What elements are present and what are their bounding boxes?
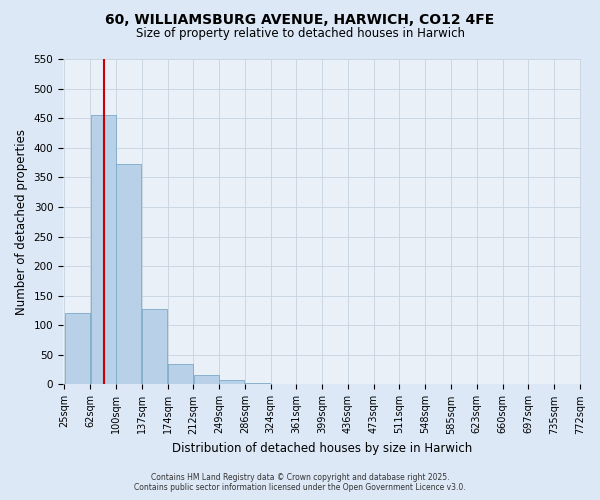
Bar xyxy=(142,308,167,384)
Bar xyxy=(65,314,90,384)
X-axis label: Distribution of detached houses by size in Harwich: Distribution of detached houses by size … xyxy=(172,442,472,455)
Text: Size of property relative to detached houses in Harwich: Size of property relative to detached ho… xyxy=(136,28,464,40)
Text: 60, WILLIAMSBURG AVENUE, HARWICH, CO12 4FE: 60, WILLIAMSBURG AVENUE, HARWICH, CO12 4… xyxy=(106,12,494,26)
Bar xyxy=(116,164,142,384)
Bar xyxy=(220,380,244,384)
Bar xyxy=(168,364,193,384)
Text: 60 WILLIAMSBURG AVENUE: 82sqm
← 28% of detached houses are smaller (317)
70% of : 60 WILLIAMSBURG AVENUE: 82sqm ← 28% of d… xyxy=(0,499,1,500)
Text: Contains HM Land Registry data © Crown copyright and database right 2025.
Contai: Contains HM Land Registry data © Crown c… xyxy=(134,473,466,492)
Y-axis label: Number of detached properties: Number of detached properties xyxy=(15,128,28,314)
Bar xyxy=(91,115,116,384)
Bar xyxy=(194,375,218,384)
